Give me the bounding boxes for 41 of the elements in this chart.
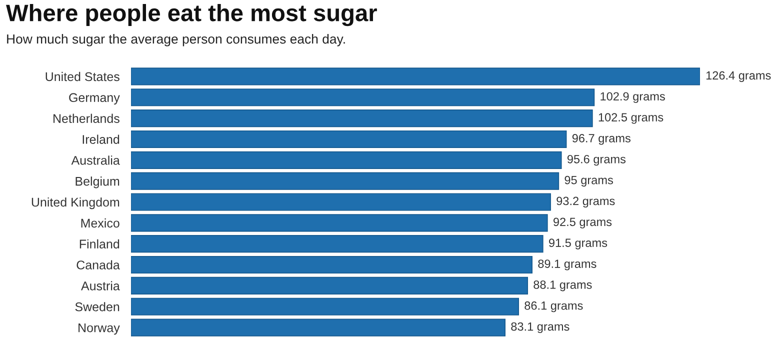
bar bbox=[131, 110, 593, 128]
bar bbox=[131, 276, 528, 294]
data-label: 91.5 grams bbox=[549, 238, 608, 250]
data-label: 95.6 grams bbox=[567, 154, 626, 166]
data-label: 93.2 grams bbox=[556, 196, 615, 208]
bar bbox=[131, 68, 700, 86]
data-label: 89.1 grams bbox=[538, 260, 596, 270]
data-label: 83.1 grams bbox=[511, 322, 570, 334]
bar bbox=[131, 151, 562, 169]
y-tick-label: Sweden bbox=[75, 302, 120, 312]
data-label: 126.4 grams bbox=[706, 71, 771, 82]
bar bbox=[131, 318, 506, 336]
chart-subtitle: How much sugar the average person consumes each day. bbox=[7, 34, 345, 46]
y-tick-label: Canada bbox=[76, 260, 120, 270]
bar bbox=[131, 172, 560, 190]
y-tick-label: Germany bbox=[69, 93, 120, 105]
chart-title: Where people eat the most sugar bbox=[6, 4, 377, 26]
y-tick-label: United States bbox=[46, 72, 120, 82]
data-label: 96.7 grams bbox=[572, 134, 630, 145]
bar bbox=[131, 193, 551, 211]
bar bbox=[131, 256, 533, 274]
y-tick-label: Austria bbox=[81, 281, 120, 290]
y-tick-label: Finland bbox=[80, 239, 120, 248]
data-label: 102.5 grams bbox=[598, 113, 664, 124]
y-tick-label: Ireland bbox=[82, 134, 120, 144]
bar bbox=[131, 88, 595, 106]
bar bbox=[131, 130, 567, 148]
data-label: 86.1 grams bbox=[524, 301, 583, 312]
bar bbox=[131, 235, 544, 253]
y-tick-label: Australia bbox=[71, 156, 120, 165]
y-tick-label: Norway bbox=[78, 323, 120, 335]
data-label: 95 grams bbox=[564, 176, 613, 187]
y-tick-label: Netherlands bbox=[54, 114, 120, 123]
data-label: 88.1 grams bbox=[534, 280, 592, 292]
y-tick-label: Mexico bbox=[81, 218, 120, 228]
data-label: 102.9 grams bbox=[600, 92, 665, 103]
data-label: 92.5 grams bbox=[554, 218, 612, 228]
bar bbox=[131, 214, 548, 232]
y-tick-label: United Kingdom bbox=[32, 197, 120, 210]
bar bbox=[131, 298, 520, 316]
y-tick-label: Belgium bbox=[76, 176, 120, 188]
